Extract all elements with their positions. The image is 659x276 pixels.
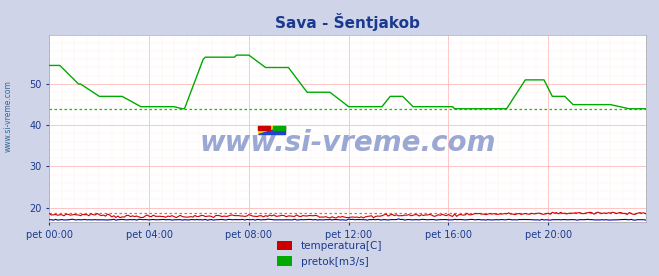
Bar — [258, 126, 285, 134]
Polygon shape — [258, 126, 285, 134]
Bar — [273, 126, 285, 130]
Text: www.si-vreme.com: www.si-vreme.com — [3, 80, 13, 152]
Title: Sava - Šentjakob: Sava - Šentjakob — [275, 12, 420, 31]
Legend: temperatura[C], pretok[m3/s]: temperatura[C], pretok[m3/s] — [273, 237, 386, 271]
Bar — [258, 126, 270, 130]
Text: www.si-vreme.com: www.si-vreme.com — [200, 129, 496, 157]
